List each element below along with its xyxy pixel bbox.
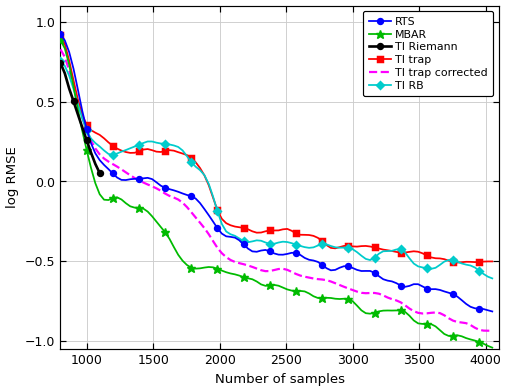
TI trap corrected [489,328,495,333]
TI trap corrected [484,328,490,333]
TI trap corrected [57,47,64,52]
RTS [314,260,321,264]
RTS [454,294,460,299]
TI trap corrected [279,267,285,271]
TI Riemann [79,125,85,130]
MBAR [314,296,321,300]
TI trap [314,236,321,240]
MBAR [157,225,164,229]
X-axis label: Number of samples: Number of samples [214,373,344,386]
TI Riemann [61,71,68,76]
TI trap [489,259,495,264]
TI RB [489,276,495,281]
TI trap corrected [140,180,146,185]
TI Riemann [88,150,94,155]
TI trap [471,260,477,265]
TI Riemann [57,61,64,65]
Y-axis label: log RMSE: log RMSE [6,147,19,208]
MBAR [57,38,64,43]
Line: MBAR: MBAR [56,36,496,352]
TI trap corrected [157,189,164,193]
Line: TI RB: TI RB [57,58,494,281]
RTS [140,176,146,181]
MBAR [454,333,460,338]
RTS [467,305,473,309]
TI Riemann [92,162,98,167]
RTS [279,252,285,257]
Line: TI Riemann: TI Riemann [57,60,103,176]
TI trap [454,260,460,265]
TI RB [140,141,146,145]
TI Riemann [66,86,72,91]
Line: TI trap: TI trap [57,32,494,265]
TI trap corrected [454,319,460,324]
TI RB [57,58,64,63]
TI Riemann [70,99,76,104]
TI RB [279,240,285,244]
MBAR [279,285,285,290]
RTS [489,309,495,314]
TI trap [157,150,164,154]
TI Riemann [75,112,81,117]
TI trap [458,260,464,265]
MBAR [140,206,146,211]
MBAR [467,337,473,342]
TI trap corrected [467,323,473,327]
Legend: RTS, MBAR, TI Riemann, TI trap, TI trap corrected, TI RB: RTS, MBAR, TI Riemann, TI trap, TI trap … [363,11,493,96]
TI trap corrected [314,277,321,281]
RTS [157,183,164,188]
TI RB [454,260,460,264]
TI Riemann [97,171,103,176]
TI RB [157,141,164,146]
TI Riemann [83,138,89,143]
TI RB [314,243,321,248]
TI trap [57,33,64,37]
TI trap [279,227,285,232]
TI trap [140,147,146,152]
Line: TI trap corrected: TI trap corrected [60,49,492,331]
RTS [57,32,64,36]
Line: RTS: RTS [57,31,494,314]
TI RB [467,263,473,268]
MBAR [489,345,495,350]
